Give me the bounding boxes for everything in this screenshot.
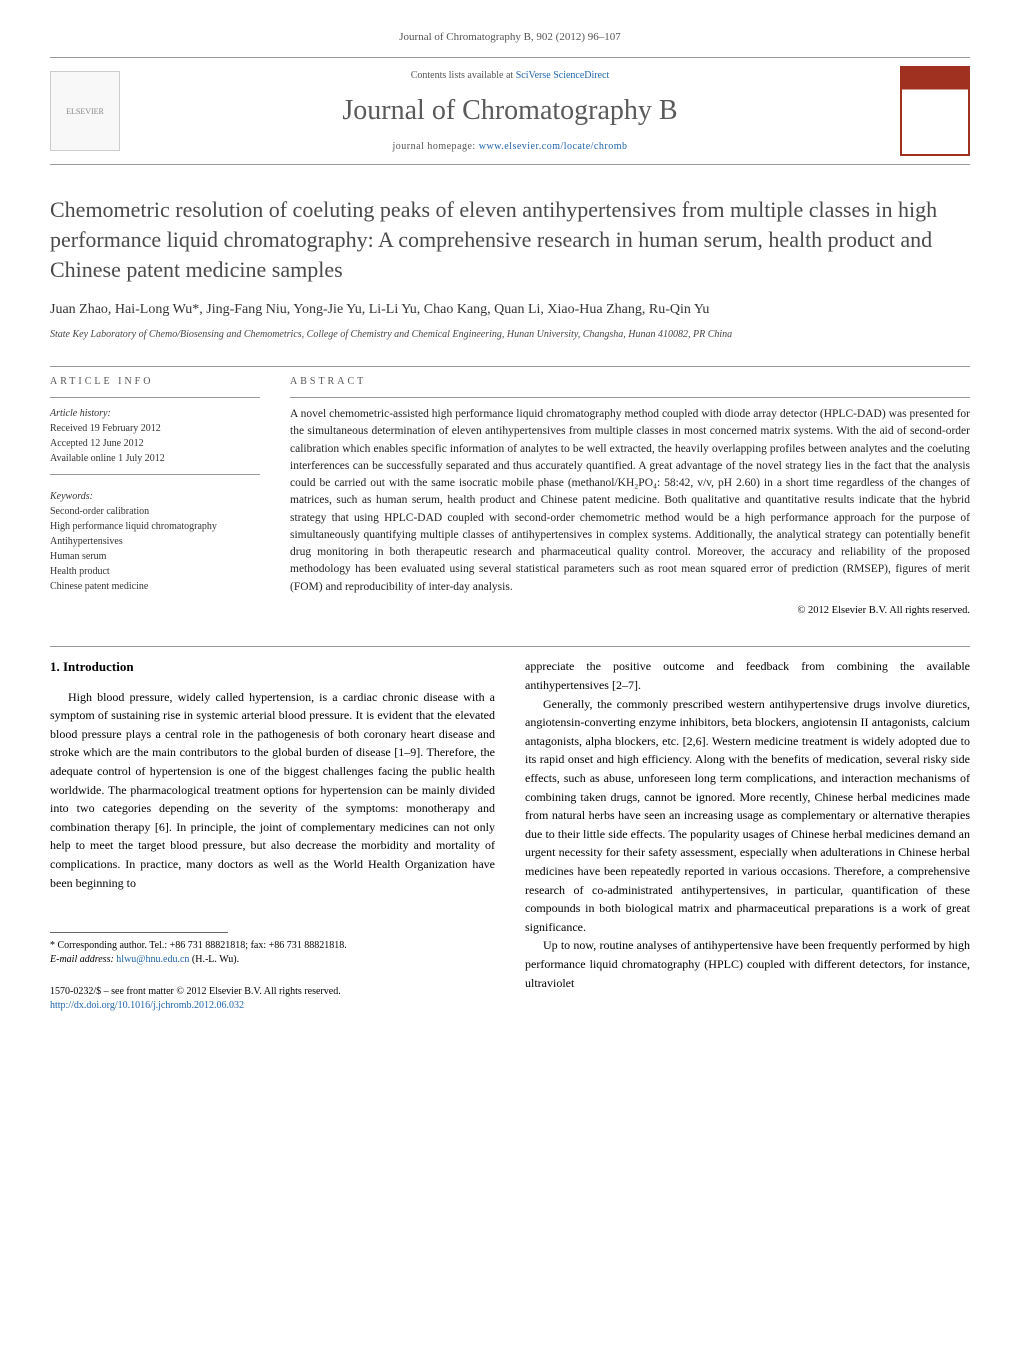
body-paragraph: appreciate the positive outcome and feed…	[525, 657, 970, 694]
homepage-prefix: journal homepage:	[393, 141, 479, 152]
body-left-column: 1. Introduction High blood pressure, wid…	[50, 657, 495, 1013]
journal-cover-thumbnail	[900, 66, 970, 156]
doi-link[interactable]: http://dx.doi.org/10.1016/j.jchromb.2012…	[50, 1000, 244, 1011]
sciencedirect-link[interactable]: SciVerse ScienceDirect	[516, 70, 610, 81]
corresponding-author-footnote: * Corresponding author. Tel.: +86 731 88…	[50, 939, 495, 967]
page-container: Journal of Chromatography B, 902 (2012) …	[0, 0, 1020, 1053]
article-info-column: ARTICLE INFO Article history: Received 1…	[50, 375, 260, 618]
contents-prefix: Contents lists available at	[411, 70, 516, 81]
divider	[50, 366, 970, 367]
masthead: ELSEVIER Contents lists available at Sci…	[50, 57, 970, 165]
corr-author-line: * Corresponding author. Tel.: +86 731 88…	[50, 939, 495, 953]
body-paragraph: High blood pressure, widely called hyper…	[50, 688, 495, 893]
contents-list-line: Contents lists available at SciVerse Sci…	[120, 69, 900, 83]
keyword: Chinese patent medicine	[50, 579, 260, 594]
article-info-label: ARTICLE INFO	[50, 375, 260, 389]
author-list: Juan Zhao, Hai-Long Wu*, Jing-Fang Niu, …	[50, 300, 970, 320]
affiliation: State Key Laboratory of Chemo/Biosensing…	[50, 328, 970, 342]
article-info-block: Article history: Received 19 February 20…	[50, 406, 260, 594]
body-paragraph: Generally, the commonly prescribed weste…	[525, 695, 970, 937]
received-date: Received 19 February 2012	[50, 421, 260, 436]
copyright-line: © 2012 Elsevier B.V. All rights reserved…	[290, 604, 970, 619]
homepage-line: journal homepage: www.elsevier.com/locat…	[120, 140, 900, 154]
footnote-separator	[50, 932, 228, 933]
email-link[interactable]: hlwu@hnu.edu.cn	[116, 954, 189, 965]
masthead-center: Contents lists available at SciVerse Sci…	[120, 69, 900, 154]
accepted-date: Accepted 12 June 2012	[50, 436, 260, 451]
article-title: Chemometric resolution of coeluting peak…	[50, 195, 970, 284]
publisher-logo: ELSEVIER	[50, 71, 120, 151]
journal-reference: Journal of Chromatography B, 902 (2012) …	[50, 30, 970, 45]
body-right-column: appreciate the positive outcome and feed…	[525, 657, 970, 1013]
online-date: Available online 1 July 2012	[50, 451, 260, 466]
journal-name: Journal of Chromatography B	[120, 91, 900, 130]
keyword: Health product	[50, 564, 260, 579]
divider	[50, 474, 260, 475]
section-heading: 1. Introduction	[50, 657, 495, 677]
info-abstract-row: ARTICLE INFO Article history: Received 1…	[50, 375, 970, 618]
issn-line: 1570-0232/$ – see front matter © 2012 El…	[50, 985, 495, 999]
keyword: High performance liquid chromatography	[50, 519, 260, 534]
keyword: Second-order calibration	[50, 504, 260, 519]
keyword: Human serum	[50, 549, 260, 564]
history-header: Article history:	[50, 406, 260, 421]
abstract-text: A novel chemometric-assisted high perfor…	[290, 406, 970, 596]
email-label: E-mail address:	[50, 954, 116, 965]
email-suffix: (H.-L. Wu).	[189, 954, 239, 965]
abstract-column: ABSTRACT A novel chemometric-assisted hi…	[290, 375, 970, 618]
abstract-label: ABSTRACT	[290, 375, 970, 389]
divider	[50, 646, 970, 647]
bottom-meta: 1570-0232/$ – see front matter © 2012 El…	[50, 985, 495, 1013]
email-line: E-mail address: hlwu@hnu.edu.cn (H.-L. W…	[50, 953, 495, 967]
keyword: Antihypertensives	[50, 534, 260, 549]
keywords-header: Keywords:	[50, 489, 260, 504]
body-paragraph: Up to now, routine analyses of antihyper…	[525, 936, 970, 992]
publisher-logo-text: ELSEVIER	[66, 106, 104, 117]
body-columns: 1. Introduction High blood pressure, wid…	[50, 657, 970, 1013]
divider	[50, 397, 260, 398]
homepage-link[interactable]: www.elsevier.com/locate/chromb	[479, 141, 628, 152]
divider	[290, 397, 970, 398]
